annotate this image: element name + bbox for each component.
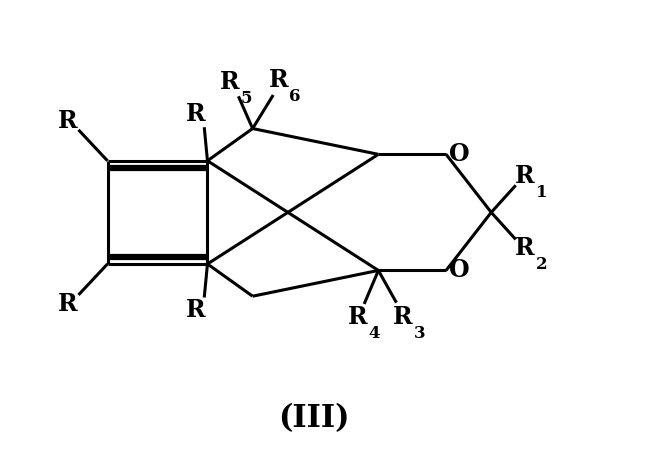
Text: 1: 1	[536, 184, 547, 201]
Text: 3: 3	[414, 324, 426, 341]
Text: O: O	[449, 258, 470, 282]
Text: R: R	[57, 109, 77, 133]
Text: R: R	[186, 298, 206, 322]
Text: O: O	[449, 142, 470, 166]
Text: R: R	[393, 305, 412, 329]
Text: R: R	[57, 292, 77, 316]
Text: R: R	[515, 236, 535, 260]
Text: 2: 2	[536, 256, 547, 273]
Text: R: R	[186, 102, 206, 126]
Text: 4: 4	[369, 324, 380, 341]
Text: R: R	[220, 70, 240, 94]
Text: 6: 6	[289, 88, 301, 105]
Text: 5: 5	[241, 90, 253, 107]
Text: R: R	[269, 68, 288, 92]
Text: R: R	[348, 305, 368, 329]
Text: (III): (III)	[278, 403, 350, 434]
Text: R: R	[515, 164, 535, 188]
